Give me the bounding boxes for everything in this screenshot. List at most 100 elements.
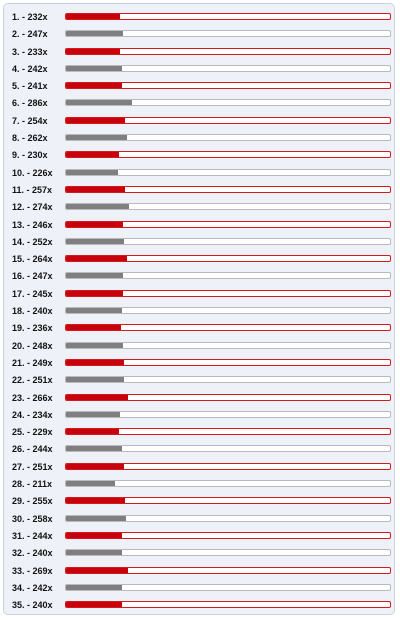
list-item: 18. - 240x xyxy=(4,304,394,321)
progress-fill xyxy=(66,290,123,296)
progress-fill xyxy=(66,308,122,314)
list-item: 11. - 257x xyxy=(4,183,394,200)
progress-fill xyxy=(66,394,128,400)
progress-fill xyxy=(66,446,123,452)
row-label: 14. - 252x xyxy=(12,236,53,247)
list-item: 13. - 246x xyxy=(4,218,394,235)
progress-fill xyxy=(66,377,125,383)
list-item: 15. - 264x xyxy=(4,252,394,269)
progress-fill xyxy=(66,481,115,487)
progress-fill xyxy=(66,238,125,244)
list-item: 5. - 241x xyxy=(4,79,394,96)
row-label: 13. - 246x xyxy=(12,219,53,230)
progress-track xyxy=(65,220,391,228)
row-label: 5. - 241x xyxy=(12,81,48,92)
progress-fill xyxy=(66,83,122,89)
row-label: 7. - 254x xyxy=(12,115,48,126)
list-item: 14. - 252x xyxy=(4,235,394,252)
row-label: 17. - 245x xyxy=(12,288,53,299)
list-item: 29. - 255x xyxy=(4,494,394,511)
progress-track xyxy=(65,497,391,505)
list-item: 19. - 236x xyxy=(4,321,394,338)
progress-track xyxy=(65,168,391,176)
progress-fill xyxy=(66,567,129,573)
progress-fill xyxy=(66,100,133,106)
progress-track xyxy=(65,307,391,315)
row-label: 16. - 247x xyxy=(12,271,53,282)
progress-track xyxy=(65,13,391,20)
progress-fill xyxy=(66,498,125,504)
progress-track xyxy=(65,462,391,470)
progress-track xyxy=(65,393,391,401)
progress-fill xyxy=(66,463,125,469)
progress-fill xyxy=(66,65,122,71)
progress-track xyxy=(65,583,391,591)
list-item: 34. - 242x xyxy=(4,581,394,598)
list-item: 25. - 229x xyxy=(4,425,394,442)
list-item: 28. - 211x xyxy=(4,477,394,494)
row-label: 19. - 236x xyxy=(12,323,53,334)
row-label: 18. - 240x xyxy=(12,306,53,317)
row-label: 25. - 229x xyxy=(12,427,53,438)
progress-fill xyxy=(66,342,124,348)
row-label: 1. - 232x xyxy=(12,12,48,22)
progress-fill xyxy=(66,169,119,175)
row-label: 6. - 286x xyxy=(12,98,48,109)
row-label: 15. - 264x xyxy=(12,254,53,265)
row-label: 35. - 240x xyxy=(12,600,53,611)
list-item: 6. - 286x xyxy=(4,96,394,113)
progress-track xyxy=(65,376,391,384)
progress-fill xyxy=(66,256,128,262)
progress-track xyxy=(65,549,391,557)
list-item: 4. - 242x xyxy=(4,62,394,79)
row-label: 8. - 262x xyxy=(12,133,48,144)
row-label: 34. - 242x xyxy=(12,582,53,593)
list-item: 7. - 254x xyxy=(4,114,394,131)
progress-track xyxy=(65,237,391,245)
progress-track xyxy=(65,151,391,159)
row-label: 31. - 244x xyxy=(12,530,53,541)
progress-track xyxy=(65,82,391,90)
progress-track xyxy=(65,64,391,72)
list-item: 3. - 233x xyxy=(4,45,394,62)
list-item: 2. - 247x xyxy=(4,27,394,44)
list-item: 27. - 251x xyxy=(4,460,394,477)
list-item: 32. - 240x xyxy=(4,546,394,563)
row-label: 11. - 257x xyxy=(12,184,53,195)
progress-fill xyxy=(66,532,123,538)
progress-track xyxy=(65,324,391,332)
list-item: 33. - 269x xyxy=(4,564,394,581)
row-label: 32. - 240x xyxy=(12,548,53,559)
progress-fill xyxy=(66,550,122,556)
row-label: 3. - 233x xyxy=(12,46,48,57)
row-label: 30. - 258x xyxy=(12,513,53,524)
list-item: 26. - 244x xyxy=(4,442,394,459)
progress-track xyxy=(65,410,391,418)
result-list: 1. - 232x 2. - 247x 3. - 233x 4. - 242x … xyxy=(4,10,394,615)
list-item: 22. - 251x xyxy=(4,373,394,390)
row-label: 20. - 248x xyxy=(12,340,53,351)
row-label: 22. - 251x xyxy=(12,375,53,386)
list-item: 30. - 258x xyxy=(4,512,394,529)
list-item: 24. - 234x xyxy=(4,408,394,425)
row-label: 9. - 230x xyxy=(12,150,48,161)
progress-fill xyxy=(66,515,126,521)
progress-fill xyxy=(66,584,122,590)
progress-fill xyxy=(66,204,130,210)
progress-track xyxy=(65,99,391,107)
progress-fill xyxy=(66,152,120,158)
list-item: 12. - 274x xyxy=(4,200,394,217)
row-label: 28. - 211x xyxy=(12,479,53,490)
list-item: 8. - 262x xyxy=(4,131,394,148)
progress-track xyxy=(65,480,391,488)
row-label: 27. - 251x xyxy=(12,461,53,472)
row-label: 4. - 242x xyxy=(12,63,48,74)
row-label: 12. - 274x xyxy=(12,202,53,213)
progress-track xyxy=(65,134,391,142)
progress-fill xyxy=(66,602,122,608)
row-label: 24. - 234x xyxy=(12,409,53,420)
progress-fill xyxy=(66,273,124,279)
progress-track xyxy=(65,428,391,436)
progress-fill xyxy=(66,186,126,192)
progress-fill xyxy=(66,221,123,227)
